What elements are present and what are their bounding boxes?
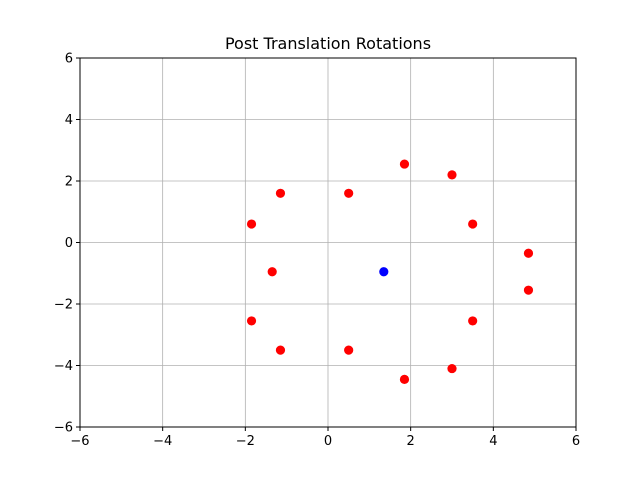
x-tick-label: 6 [572, 434, 580, 449]
x-tick-label: −2 [236, 434, 255, 449]
axis-ticks: −6 −4 −2 0 2 4 6 −6 −4 −2 0 2 4 6 [54, 52, 580, 450]
y-tick-label: 4 [65, 113, 73, 128]
blue-center-point [379, 267, 389, 277]
red-data-point [447, 363, 457, 374]
red-data-point [344, 345, 354, 355]
red-data-point [399, 159, 410, 169]
red-data-point [523, 248, 534, 258]
red-data-point [468, 316, 478, 326]
y-tick-label: 6 [65, 52, 73, 67]
red-data-point [344, 188, 354, 198]
y-tick-label: 2 [65, 175, 73, 190]
red-data-point [246, 219, 257, 229]
x-tick-label: 4 [489, 434, 497, 449]
red-data-point [267, 267, 277, 277]
x-tick-label: 2 [407, 434, 415, 449]
y-tick-label: −4 [54, 359, 73, 374]
chart-title: Post Translation Rotations [225, 34, 431, 53]
red-data-point [275, 345, 286, 355]
red-data-point [447, 170, 457, 180]
grid-lines [79, 57, 577, 428]
data-points [246, 159, 534, 384]
y-tick-label: 0 [65, 236, 73, 251]
y-tick-label: −6 [54, 421, 73, 436]
red-data-point [246, 316, 257, 326]
red-data-point [399, 374, 410, 384]
x-tick-label: 0 [324, 434, 332, 449]
x-tick-label: −6 [70, 434, 89, 449]
red-data-point [523, 285, 534, 295]
red-data-point [468, 219, 478, 229]
y-tick-label: −2 [54, 298, 73, 313]
x-tick-label: −4 [153, 434, 172, 449]
red-data-point [275, 188, 286, 198]
